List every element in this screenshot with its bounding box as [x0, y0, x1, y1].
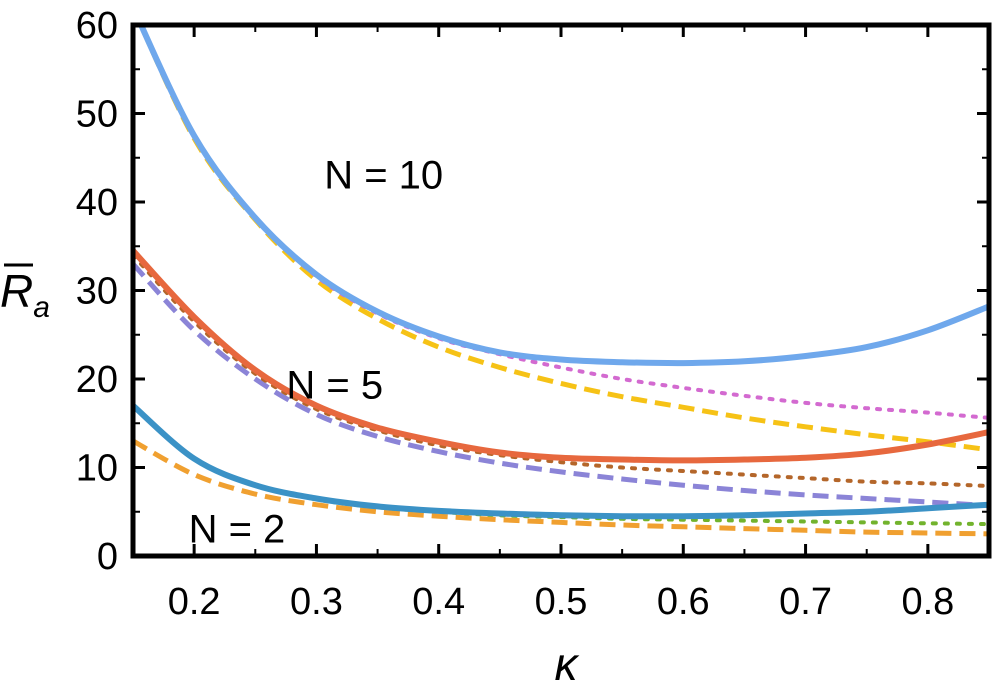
- y-tick-label: 0: [97, 536, 118, 578]
- x-tick-label: 0.7: [779, 581, 832, 623]
- y-axis-label-main: R: [0, 265, 33, 317]
- y-tick-label: 20: [76, 359, 118, 401]
- svg-text:Ra: Ra: [0, 265, 50, 324]
- series-layer: [133, 25, 989, 537]
- series-line-n2-solid: [133, 402, 989, 520]
- x-tick-label: 0.6: [657, 581, 710, 623]
- annotation-label: N = 2: [189, 508, 286, 552]
- plot-background: [133, 25, 989, 556]
- x-axis-ticks: 0.2 0.3 0.4 0.5 0.6 0.7 0.8: [132, 25, 990, 623]
- annotation-layer: N = 10 N = 5 N = 2: [189, 154, 444, 552]
- y-tick-label: 40: [76, 182, 118, 224]
- y-tick-label: 50: [76, 94, 118, 136]
- x-axis-label: κ: [555, 638, 580, 690]
- series-line-n10-dashed: [138, 25, 989, 453]
- series-line-n2-dashed: [133, 438, 989, 537]
- series-line-n5-solid: [133, 247, 989, 464]
- x-tick-label: 0.8: [901, 581, 954, 623]
- x-tick-label: 0.5: [535, 581, 588, 623]
- y-tick-label: 10: [76, 448, 118, 490]
- x-tick-label: 0.3: [290, 581, 343, 623]
- annotation-label: N = 10: [324, 154, 443, 198]
- y-axis-ticks: 0 10 20 30 40 50 60: [76, 5, 989, 578]
- y-axis-label: Ra: [0, 263, 50, 324]
- y-tick-label: 30: [76, 271, 118, 313]
- series-line-n10-solid: [137, 25, 989, 367]
- x-tick-label: 0.4: [412, 581, 465, 623]
- plot-area: N = 10 N = 5 N = 2: [130, 22, 992, 559]
- annotation-label: N = 5: [286, 363, 383, 407]
- y-tick-label: 60: [76, 5, 118, 47]
- x-tick-label: 0.2: [168, 581, 221, 623]
- y-axis-label-subscript: a: [33, 291, 50, 324]
- series-line-n5-dashed: [133, 262, 989, 509]
